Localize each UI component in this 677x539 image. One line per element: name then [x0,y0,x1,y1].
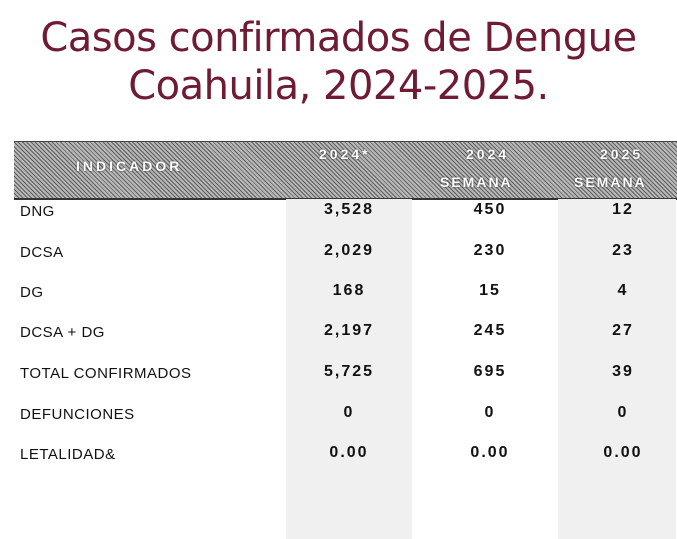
cell-2025-week: 39 [612,363,634,380]
cell-2024-week: 0 [484,404,496,421]
table-row: DNG 3,528 450 12 [14,193,677,233]
cell-2024-week: 230 [473,242,507,259]
title-line-1: Casos confirmados de Dengue [40,15,637,61]
header-indicator: INDICADOR [76,158,183,174]
dengue-cases-table: INDICADOR 2024* 2024 SEMANA 2025 SEMANA … [14,141,677,539]
row-label: DCSA [20,244,64,261]
header-col-2024-week-year: 2024 [466,146,510,162]
row-label: DNG [20,203,55,220]
table-row: DG 168 15 4 [14,274,677,314]
table-row: DCSA 2,029 230 23 [14,234,677,274]
cell-2025-week: 12 [612,201,634,218]
header-col-2025-week-label: SEMANA [574,174,647,190]
cell-2024-total: 0.00 [329,444,369,461]
cell-2025-week: 0.00 [603,444,643,461]
cell-2024-week: 450 [473,201,507,218]
column-shade-2024 [286,199,412,539]
cell-2025-week: 4 [617,282,629,299]
header-col-2025-week-year: 2025 [600,146,644,162]
cell-2024-total: 0 [343,404,355,421]
cell-2024-total: 5,725 [323,363,375,380]
cell-2024-week: 245 [473,322,507,339]
table-row: LETALIDAD& 0.00 0.00 0.00 [14,436,677,476]
cell-2025-week: 27 [612,322,634,339]
cell-2025-week: 0 [617,404,629,421]
cell-2024-week: 15 [479,282,501,299]
cell-2025-week: 23 [612,242,634,259]
row-label: LETALIDAD& [20,446,116,463]
row-label: TOTAL CONFIRMADOS [20,365,192,382]
column-shade-2025 [558,199,676,539]
title-line-2: Coahuila, 2024-2025. [128,63,549,109]
row-label: DEFUNCIONES [20,406,135,423]
cell-2024-week: 695 [473,363,507,380]
row-label: DCSA + DG [20,324,105,341]
cell-2024-total: 3,528 [323,201,375,218]
page-title: Casos confirmados de Dengue Coahuila, 20… [0,14,677,110]
header-col-2024-week-label: SEMANA [440,174,513,190]
table-row: DEFUNCIONES 0 0 0 [14,396,677,436]
cell-2024-total: 2,197 [323,322,375,339]
row-label: DG [20,284,44,301]
header-col-2024-total: 2024* [319,146,371,162]
table-row: TOTAL CONFIRMADOS 5,725 695 39 [14,355,677,395]
cell-2024-total: 168 [332,282,366,299]
table-row: DCSA + DG 2,197 245 27 [14,314,677,354]
table-header: INDICADOR 2024* 2024 SEMANA 2025 SEMANA [14,141,677,200]
cell-2024-week: 0.00 [470,444,510,461]
cell-2024-total: 2,029 [323,242,375,259]
